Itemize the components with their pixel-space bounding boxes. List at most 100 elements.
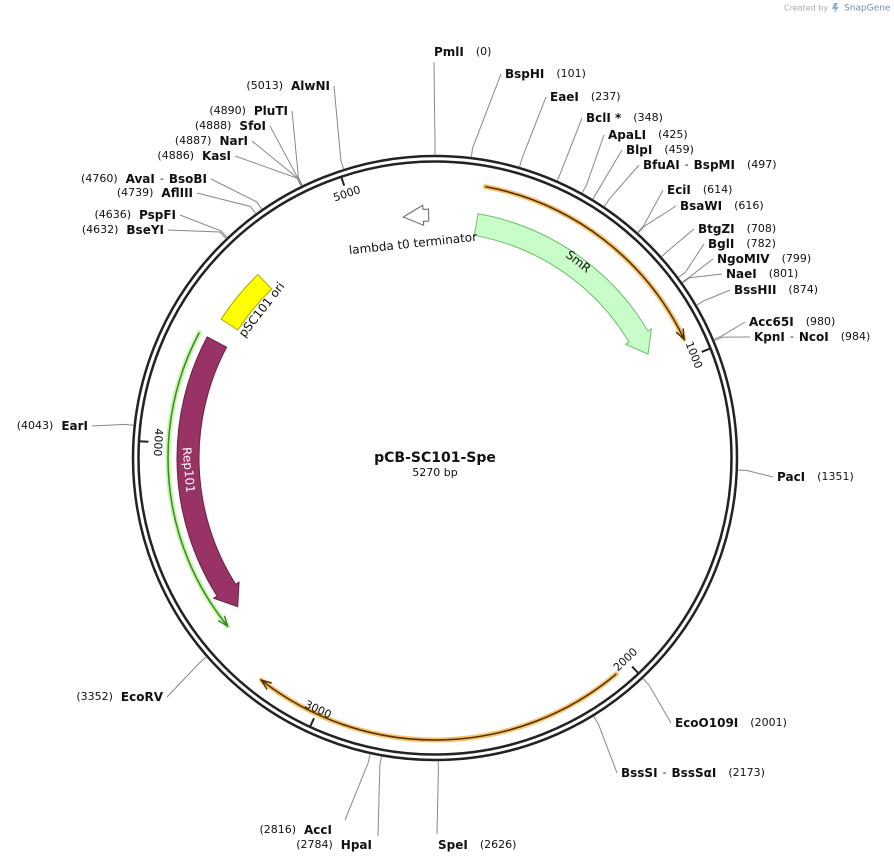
site-leader — [179, 214, 228, 238]
plasmid-size: 5270 bp — [412, 466, 457, 479]
enzyme-name: BssHII — [734, 283, 776, 297]
site-position: (101) — [556, 67, 586, 80]
site-position: (2626) — [480, 838, 517, 851]
enzyme-name: AflIII — [161, 186, 193, 200]
site-position: (237) — [591, 90, 621, 103]
brand: SnapGene — [844, 4, 891, 14]
site-position: (4887) — [175, 134, 212, 147]
site-leader — [681, 258, 714, 283]
site-leader — [91, 423, 134, 427]
site-label: EcoO109I (2001) — [675, 716, 787, 730]
feature-smr — [473, 213, 653, 355]
site-position: (708) — [747, 222, 777, 235]
enzyme-name: ApaLI — [608, 128, 646, 142]
site-label: BlpI (459) — [626, 143, 694, 157]
outer-strand — [131, 154, 739, 762]
site-label: NgoMIV (799) — [717, 252, 811, 266]
enzyme-name: BssSαI — [672, 766, 717, 780]
feature-rep101 — [176, 336, 240, 608]
site-label: (5013) AlwNI — [246, 79, 330, 93]
site-position: (0) — [476, 45, 492, 58]
site-position: (2001) — [750, 716, 787, 729]
enzyme-name: AccI — [304, 823, 332, 837]
site-label: BsaWI (616) — [680, 199, 764, 213]
enzyme-name: BspMI — [694, 158, 735, 172]
site-position: (4888) — [195, 119, 232, 132]
site-position: (2784) — [296, 838, 333, 851]
enzyme-name: EarI — [61, 419, 88, 433]
created-by: Created by — [784, 4, 828, 13]
enzyme-name: PmlI — [434, 45, 464, 59]
tick-label: 1000 — [683, 340, 705, 371]
enzyme-name: NcoI — [799, 330, 829, 344]
site-leader — [291, 110, 303, 186]
site-label: (3352) EcoRV — [76, 690, 163, 704]
name-separator: - — [790, 330, 794, 343]
site-position: (799) — [782, 252, 812, 265]
plasmid-name: pCB-SC101-Spe — [374, 450, 496, 466]
enzyme-name: BtgZI — [698, 222, 735, 236]
enzyme-name: KpnI — [754, 330, 785, 344]
site-position: (425) — [658, 128, 688, 141]
rep-orf-arc-head — [217, 615, 229, 628]
site-label: ApaLI (425) — [608, 128, 688, 142]
site-position: (984) — [841, 330, 871, 343]
enzyme-name: NaeI — [726, 267, 757, 281]
site-label: (4886) KasI — [157, 149, 231, 163]
site-label: BssHII (874) — [734, 283, 818, 297]
site-label: (2816) AccI — [259, 823, 332, 837]
site-position: (616) — [734, 199, 764, 212]
enzyme-name: BlpI — [626, 143, 652, 157]
site-leader — [251, 140, 302, 187]
enzyme-name: EciI — [667, 183, 691, 197]
site-leader — [661, 228, 695, 258]
site-leader — [737, 469, 774, 478]
site-leader — [377, 756, 382, 837]
site-leader — [166, 656, 207, 698]
enzyme-name: HpaI — [341, 838, 372, 852]
enzyme-name: PspFI — [139, 208, 176, 222]
enzyme-name: SpeI — [438, 838, 468, 852]
enzyme-name: BfuAI — [643, 158, 680, 172]
site-label: BclI * (348) — [586, 111, 663, 125]
name-separator: - — [160, 172, 164, 185]
site-label: BspHI (101) — [505, 67, 586, 81]
orf-arc — [485, 185, 685, 340]
site-leader — [210, 178, 263, 210]
site-position: (4739) — [117, 186, 154, 199]
enzyme-name: AvaI — [126, 172, 155, 186]
site-leader — [344, 753, 371, 821]
site-label: (4043) EarI — [17, 419, 88, 433]
site-position: (459) — [664, 143, 694, 156]
tick-label: 3000 — [303, 698, 334, 722]
site-leader — [519, 96, 547, 168]
site-leader — [637, 189, 664, 233]
site-leader — [637, 205, 677, 234]
site-position: (348) — [633, 111, 663, 124]
site-position: (3352) — [76, 690, 113, 703]
enzyme-name: EaeI — [550, 90, 579, 104]
enzyme-name: BsoBI — [169, 172, 207, 186]
orf-arc-head — [675, 328, 686, 341]
site-leader — [592, 149, 623, 200]
site-label: Acc65I (980) — [749, 315, 835, 329]
site-leader — [603, 164, 640, 207]
tick-label: 4000 — [151, 428, 166, 457]
site-label: PmlI (0) — [434, 45, 491, 59]
enzyme-name: SfoI — [239, 119, 266, 133]
enzyme-name: EcoO109I — [675, 716, 738, 730]
site-leader — [642, 678, 672, 724]
enzyme-name: NarI — [219, 134, 248, 148]
feature-ori — [220, 273, 273, 331]
enzyme-name: PluTI — [254, 104, 288, 118]
site-position: (5013) — [246, 79, 283, 92]
site-label: KpnI - NcoI (984) — [754, 330, 870, 344]
orf-arc-head — [259, 679, 272, 690]
site-label: (4632) BseYI — [82, 223, 164, 237]
rep-orf-arc — [167, 332, 229, 627]
site-position: (2816) — [259, 823, 296, 836]
site-label: (4760) AvaI - BsoBI — [81, 172, 207, 186]
